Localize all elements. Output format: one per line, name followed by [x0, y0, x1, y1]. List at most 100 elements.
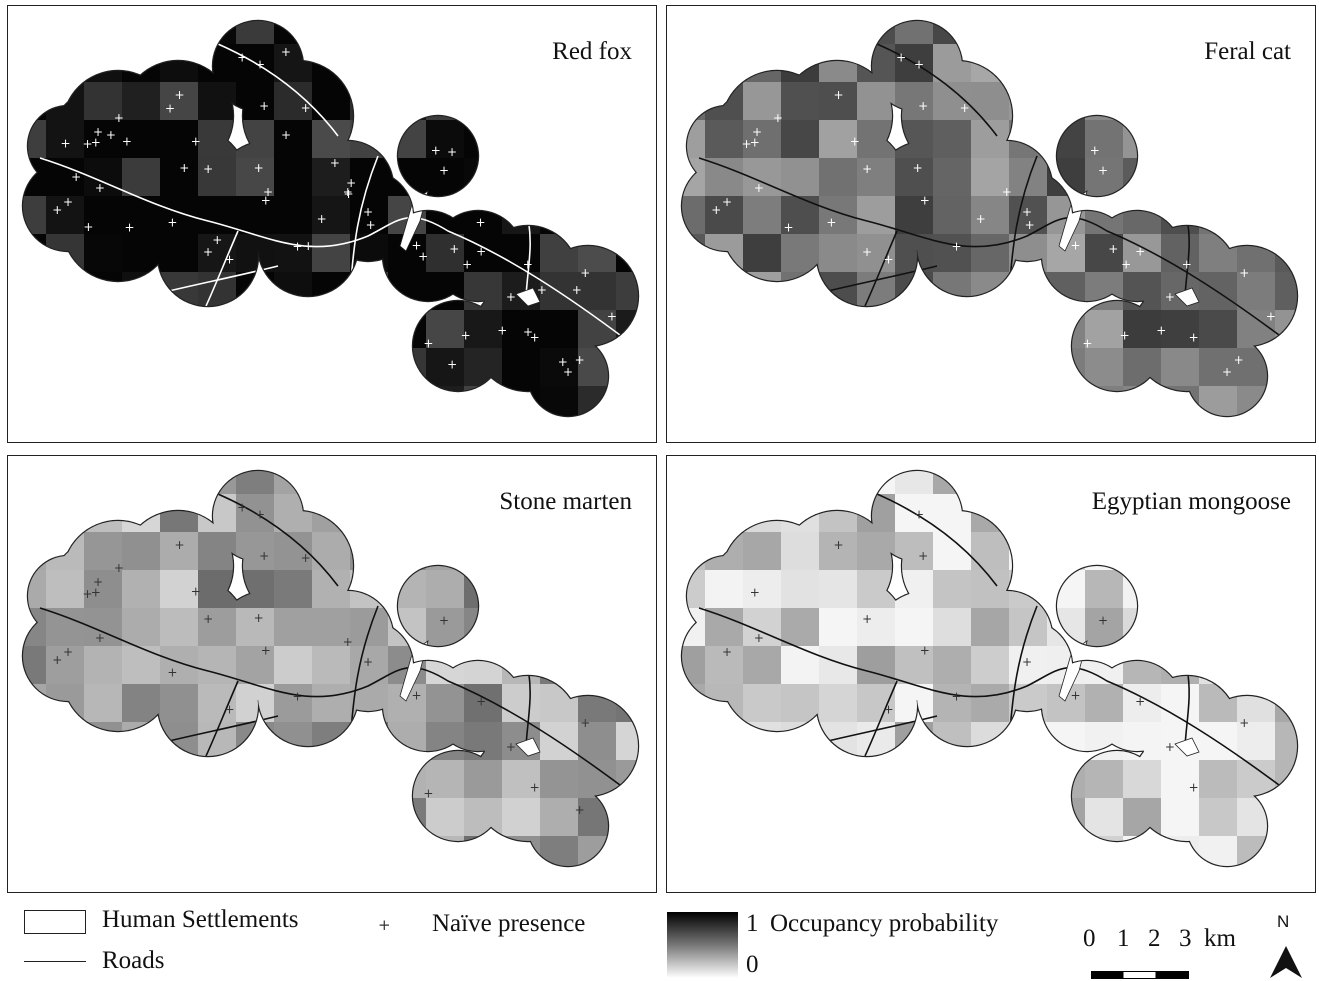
- occupancy-cell: [274, 158, 312, 196]
- occupancy-cell: [1009, 532, 1047, 570]
- occupancy-cell: [46, 424, 84, 443]
- occupancy-cell: [388, 82, 426, 120]
- occupancy-cell: [1275, 646, 1297, 684]
- occupancy-cell: [1123, 646, 1161, 684]
- occupancy-cell: [122, 836, 160, 866]
- occupancy-cell: [160, 532, 198, 570]
- occupancy-cell: [781, 424, 819, 443]
- occupancy-cell: [388, 722, 426, 760]
- presence-cross-icon: +: [563, 365, 573, 379]
- occupancy-cell: [654, 608, 657, 646]
- occupancy-cell: [160, 196, 198, 234]
- occupancy-cell: [350, 196, 388, 234]
- occupancy-cell: [464, 120, 502, 158]
- road-line: [205, 680, 239, 757]
- occupancy-cell: [971, 310, 1009, 348]
- occupancy-cell: [464, 760, 502, 798]
- occupancy-cell: [1275, 348, 1297, 386]
- occupancy-cell: [1237, 798, 1275, 836]
- presence-cross-icon: +: [431, 143, 441, 157]
- presence-cross-icon: +: [1165, 740, 1175, 754]
- occupancy-cell: [895, 874, 933, 893]
- occupancy-cell: [1275, 424, 1313, 443]
- presence-cross-icon: +: [61, 136, 71, 150]
- presence-cross-icon: +: [750, 135, 760, 149]
- occupancy-cell: [616, 608, 638, 646]
- occupancy-cell: [705, 760, 743, 798]
- occupancy-cell: [578, 874, 616, 893]
- occupancy-cell: [857, 570, 895, 608]
- occupancy-cell: [895, 608, 933, 646]
- occupancy-cell: [1047, 836, 1085, 866]
- occupancy-cell: [616, 158, 638, 196]
- occupancy-cell: [1123, 310, 1161, 348]
- presence-cross-icon: +: [281, 128, 291, 142]
- occupancy-cell: [933, 646, 971, 684]
- occupancy-cell: [1313, 836, 1316, 874]
- occupancy-cell: [1199, 836, 1237, 866]
- occupancy-cell: [781, 272, 819, 310]
- presence-cross-icon: +: [826, 215, 836, 229]
- presence-cross-icon: +: [920, 193, 930, 207]
- occupancy-cell: [857, 310, 895, 348]
- occupancy-cell: [1237, 158, 1275, 196]
- occupancy-cell: [705, 234, 743, 272]
- occupancy-cell: [350, 836, 388, 866]
- road-line: [39, 607, 629, 792]
- occupancy-cell: [46, 494, 84, 532]
- occupancy-cell: [274, 196, 312, 234]
- occupancy-cell: [160, 471, 198, 494]
- occupancy-cell: [654, 348, 657, 386]
- occupancy-cell: [1047, 82, 1085, 120]
- occupancy-cell: [122, 684, 160, 722]
- occupancy-cell: [388, 608, 426, 646]
- occupancy-cell: [312, 471, 350, 494]
- occupancy-cell: [540, 386, 578, 416]
- occupancy-cell: [1161, 874, 1199, 893]
- occupancy-cell: [578, 120, 616, 158]
- occupancy-cell: [312, 348, 350, 386]
- occupancy-cell: [1313, 532, 1316, 570]
- occupancy-cell: [464, 798, 502, 836]
- occupancy-cell: [426, 120, 464, 158]
- presence-cross-icon: +: [462, 257, 472, 271]
- presence-cross-icon: +: [1025, 218, 1035, 232]
- occupancy-cell: [971, 44, 1009, 82]
- occupancy-cell: [160, 424, 198, 443]
- occupancy-cell: [1085, 570, 1123, 608]
- map-panel-egyptian-mongoose: + + + + + + + + + + + + + + + + + Egyptian mongoose: [666, 455, 1316, 893]
- occupancy-cell: [1123, 82, 1161, 120]
- occupancy-cell: [654, 120, 657, 158]
- occupancy-cell: [46, 836, 84, 866]
- road-line: [864, 230, 898, 307]
- road-line: [217, 43, 339, 137]
- occupancy-cell: [198, 836, 236, 866]
- occupancy-gradient-ramp: [667, 912, 738, 978]
- occupancy-cell: [23, 532, 46, 570]
- occupancy-cell: [1009, 494, 1047, 532]
- occupancy-cell: [464, 836, 502, 866]
- occupancy-cell: [540, 234, 578, 272]
- occupancy-cell: [819, 158, 857, 196]
- occupancy-cell: [502, 44, 540, 82]
- occupancy-cell: [84, 120, 122, 158]
- presence-cross-icon: +: [918, 549, 928, 563]
- occupancy-cell: [578, 570, 616, 608]
- occupancy-cell: [274, 234, 312, 272]
- occupancy-cell: [1009, 874, 1047, 893]
- occupancy-cell: [122, 471, 160, 494]
- presence-cross-icon: +: [537, 283, 547, 297]
- occupancy-cell: [819, 310, 857, 348]
- occupancy-cell: [1009, 310, 1047, 348]
- presence-cross-icon: +: [1135, 244, 1145, 258]
- occupancy-cell: [1199, 82, 1237, 120]
- occupancy-cell: [933, 494, 971, 532]
- occupancy-cell: [236, 196, 274, 234]
- occupancy-cell: [1161, 21, 1199, 44]
- presence-cross-icon: +: [301, 101, 311, 115]
- occupancy-cell: [426, 82, 464, 120]
- occupancy-cell: [705, 21, 743, 44]
- occupancy-cell: [819, 471, 857, 494]
- presence-cross-icon: +: [179, 161, 189, 175]
- presence-cross-icon: +: [418, 249, 428, 263]
